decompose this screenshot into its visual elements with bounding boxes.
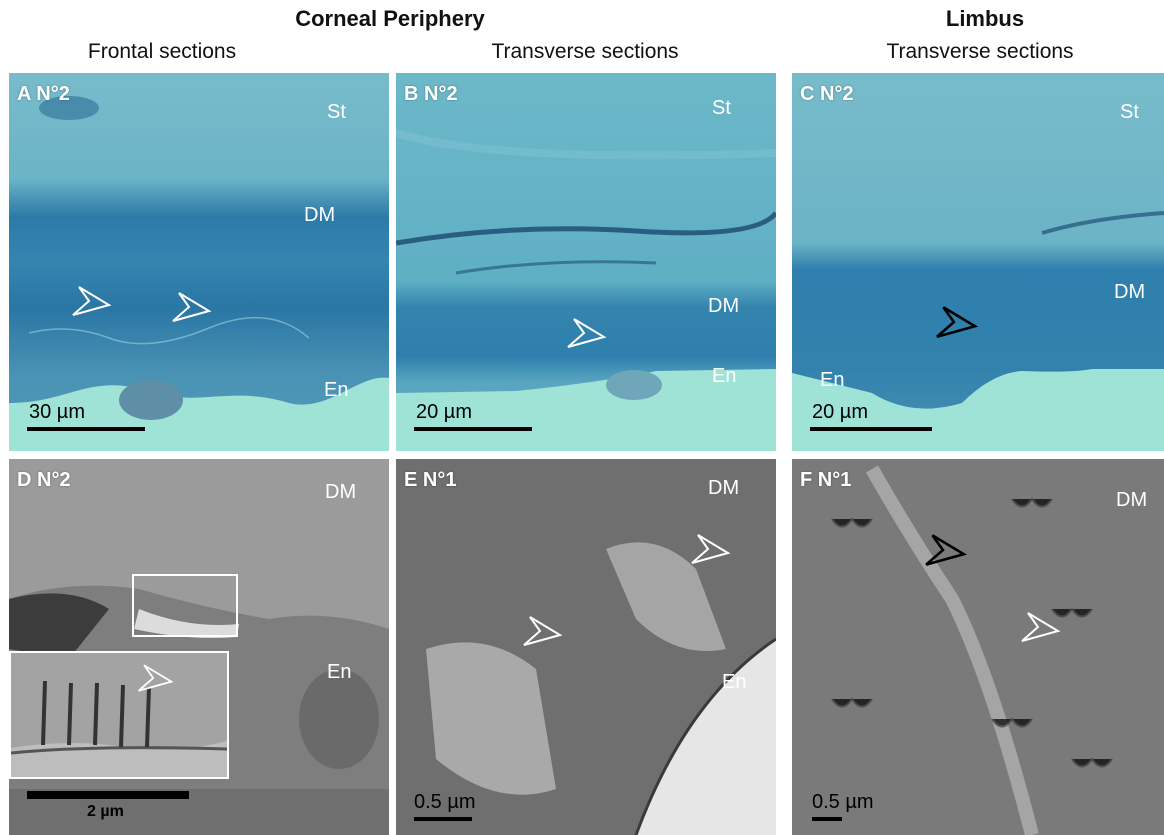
panel-d-label: D N°2 — [17, 469, 71, 491]
tag-descemet-membrane: DM — [325, 481, 357, 503]
inset-micrograph — [11, 653, 227, 777]
panel-f: F N°1 DM 0.5 µm — [792, 459, 1164, 835]
scale-bar-label: 30 µm — [29, 401, 85, 423]
panel-e-label: E N°1 — [404, 469, 457, 491]
arrowhead-icon — [567, 318, 607, 348]
panel-b-micrograph — [396, 73, 776, 451]
tag-descemet-membrane: DM — [1116, 489, 1148, 511]
scale-bar-label: 0.5 µm — [414, 791, 476, 813]
tag-descemet-membrane: DM — [708, 477, 740, 499]
arrowhead-icon — [936, 306, 979, 339]
panel-f-label: F N°1 — [800, 469, 852, 491]
panel-c: C N°2 St DM En 20 µm — [792, 73, 1164, 451]
scale-bar — [414, 817, 472, 821]
panel-a: A N°2 St DM En 30 µm — [9, 73, 389, 451]
tag-stroma: St — [712, 97, 731, 119]
scale-bar-label: 0.5 µm — [812, 791, 874, 813]
scale-bar — [414, 427, 532, 431]
arrowhead-icon — [925, 534, 968, 566]
tag-endothelium: En — [324, 379, 349, 401]
scale-bar — [812, 817, 842, 821]
tag-stroma: St — [1120, 101, 1139, 123]
scale-bar — [810, 427, 932, 431]
tag-endothelium: En — [327, 661, 352, 683]
inset-magnified — [9, 651, 229, 779]
scale-bar-label: 2 µm — [87, 803, 124, 820]
arrowhead-icon — [691, 534, 731, 564]
panel-b-label: B N°2 — [404, 83, 458, 105]
panel-e: E N°1 DM En 0.5 µm — [396, 459, 776, 835]
arrowhead-icon — [1021, 612, 1061, 642]
panel-a-micrograph — [9, 73, 389, 451]
header-transverse-sections-2: Transverse sections — [886, 40, 1074, 63]
zoom-region-box — [132, 574, 238, 637]
arrowhead-icon — [138, 664, 174, 692]
panel-b: B N°2 St DM En 20 µm — [396, 73, 776, 451]
tag-endothelium: En — [722, 671, 747, 693]
header-corneal-periphery: Corneal Periphery — [295, 6, 485, 31]
tag-endothelium: En — [712, 365, 737, 387]
scale-bar — [27, 791, 189, 799]
panel-a-label: A N°2 — [17, 83, 70, 105]
tag-descemet-membrane: DM — [304, 204, 336, 226]
tag-descemet-membrane: DM — [708, 295, 740, 317]
arrowhead-icon — [172, 292, 212, 322]
panel-d: D N°2 DM En 2 µm — [9, 459, 389, 835]
panel-e-micrograph — [396, 459, 776, 835]
header-frontal-sections: Frontal sections — [87, 40, 237, 63]
header-transverse-sections-1: Transverse sections — [491, 40, 679, 63]
panel-c-micrograph — [792, 73, 1164, 451]
scale-bar-label: 20 µm — [812, 401, 868, 423]
tag-endothelium: En — [820, 369, 845, 391]
tag-descemet-membrane: DM — [1114, 281, 1146, 303]
scale-bar — [27, 427, 145, 431]
panel-c-label: C N°2 — [800, 83, 854, 105]
scale-bar-label: 20 µm — [416, 401, 472, 423]
header-limbus: Limbus — [945, 6, 1025, 31]
tag-stroma: St — [327, 101, 346, 123]
panel-f-micrograph — [792, 459, 1164, 835]
arrowhead-icon — [72, 286, 112, 316]
arrowhead-icon — [523, 616, 563, 646]
